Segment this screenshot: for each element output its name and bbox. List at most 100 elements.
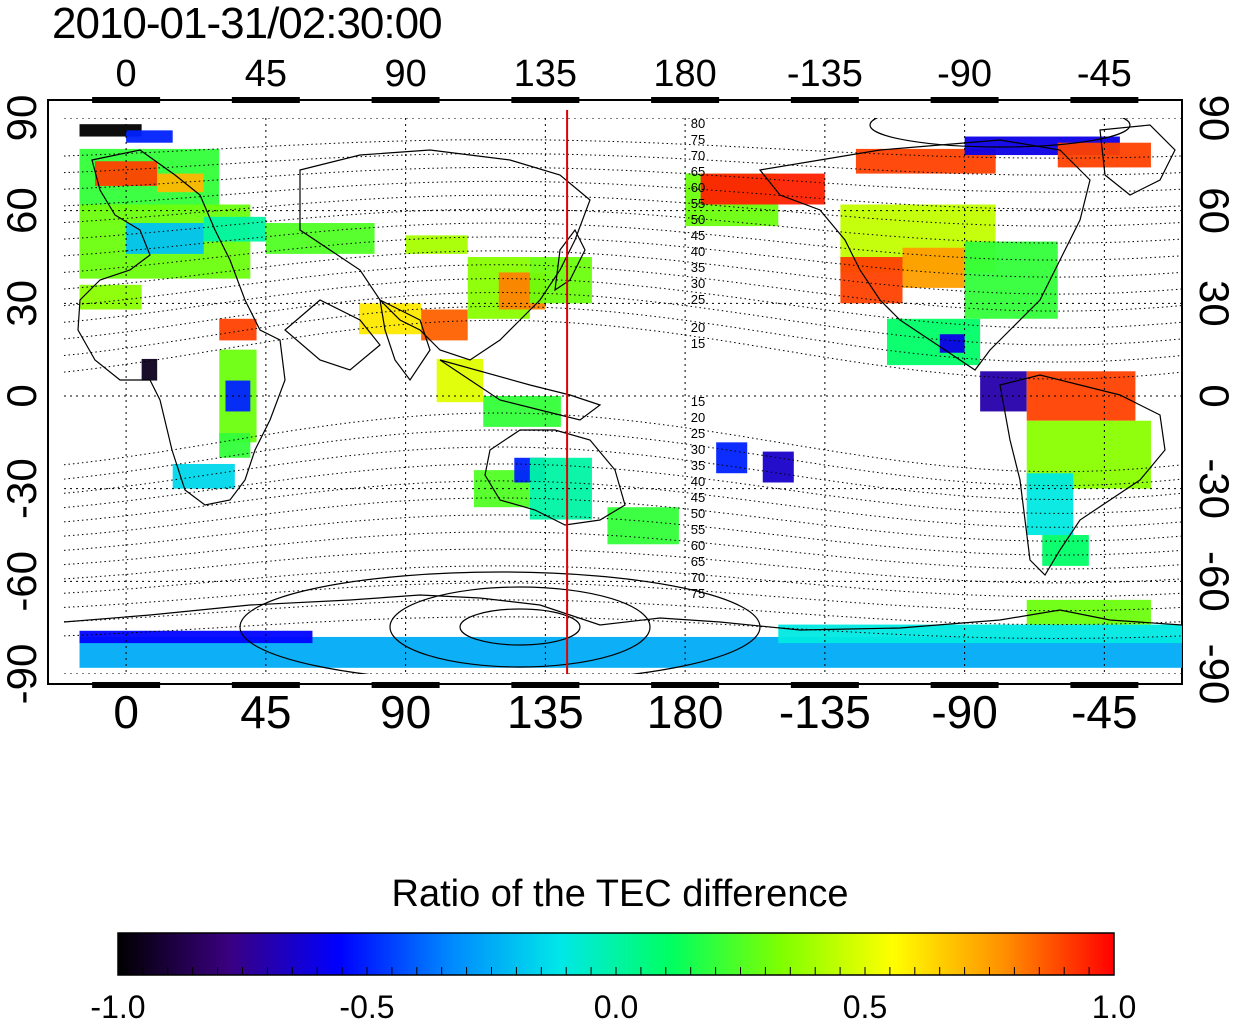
bottom-lon-tick-label: -90 [931, 686, 997, 738]
contour-label: 15 [691, 336, 705, 351]
right-lat-tick-label: 0 [1191, 384, 1238, 407]
contour-label: 40 [691, 244, 705, 259]
contour-label: 25 [691, 292, 705, 307]
right-lat-tick-label: 60 [1191, 187, 1238, 234]
contour-label: 60 [691, 538, 705, 553]
contour-label: 20 [691, 410, 705, 425]
bottom-lon-tick-label: -135 [779, 686, 871, 738]
axis-tick-mark [92, 97, 161, 103]
tec-cell [700, 173, 825, 205]
tec-cell [1026, 473, 1074, 535]
colorbar-ticks: -1.0 -0.5 0.0 0.5 1.0 [90, 967, 1136, 1024]
contour-label: 20 [691, 320, 705, 335]
colorbar-tick-label: -1.0 [90, 989, 145, 1024]
colorbar-tick-label: 0.0 [594, 989, 638, 1024]
right-lat-tick-label: -30 [1191, 458, 1238, 519]
tec-cell [840, 257, 903, 304]
top-lon-tick-label: -45 [1077, 53, 1132, 95]
right-lat-tick-label: 30 [1191, 280, 1238, 327]
greenland-coast [1099, 124, 1176, 196]
contour-label: 50 [691, 212, 705, 227]
magnetic-contour [64, 166, 1182, 193]
axis-tick-mark [790, 97, 859, 103]
australia-coast [484, 429, 626, 526]
arabia-coast [284, 299, 381, 371]
top-lon-tick-label: 45 [245, 53, 287, 95]
contour-label: 45 [691, 228, 705, 243]
contour-label: 60 [691, 180, 705, 195]
tec-cell [126, 223, 204, 254]
top-lon-tick-label: 90 [384, 53, 426, 95]
axis-tick-mark [930, 97, 999, 103]
contour-label: 25 [691, 426, 705, 441]
left-lat-tick-label: 0 [0, 384, 45, 407]
magnetic-contours [64, 118, 1182, 674]
axis-tick-mark [511, 682, 580, 688]
contour-label: 70 [691, 570, 705, 585]
tec-cell [157, 173, 204, 193]
magnetic-contour [64, 319, 1182, 380]
tec-cell [405, 235, 468, 254]
tec-cell [1042, 535, 1089, 566]
top-lon-tick-label: -135 [787, 53, 863, 95]
axis-tick-mark [651, 97, 720, 103]
tec-cell [265, 223, 375, 254]
right-lat-tick-label: 90 [1191, 95, 1238, 142]
right-lat-tick-label: -60 [1191, 551, 1238, 612]
left-lat-tick-label: 60 [0, 187, 45, 234]
tec-cell [483, 396, 561, 427]
axis-tick-mark [1070, 682, 1139, 688]
figure-title: 2010-01-31/02:30:00 [52, 0, 443, 48]
top-lon-tick-label: 0 [116, 53, 137, 95]
magnetic-contour [64, 152, 1182, 176]
left-latitude-labels: 90 60 30 0 -30 -60 -90 [0, 95, 45, 705]
antarctica-coast [64, 594, 1182, 631]
axis-tick-mark [651, 682, 720, 688]
contour-label: 30 [691, 442, 705, 457]
tec-cell [529, 257, 592, 304]
axis-tick-mark [930, 682, 999, 688]
axis-tick-mark [231, 682, 300, 688]
contour-label: 15 [691, 394, 705, 409]
tec-cell [79, 284, 142, 310]
asia-coast [299, 149, 591, 361]
tec-cell [79, 630, 313, 644]
bottom-lon-tick-label: 0 [113, 686, 139, 738]
tec-cell [141, 358, 158, 381]
magnetic-contour [64, 599, 1182, 626]
top-longitude-labels: 0 45 90 135 180 -135 -90 -45 [92, 53, 1139, 103]
magnetic-contour [64, 264, 1182, 312]
contour-label: 65 [691, 554, 705, 569]
tec-cell [359, 303, 422, 335]
top-lon-tick-label: -90 [937, 53, 992, 95]
bottom-lon-tick-label: 180 [647, 686, 724, 738]
contour-label: 35 [691, 260, 705, 275]
tec-cell [203, 216, 266, 242]
top-lon-tick-label: 180 [653, 53, 716, 95]
tec-cell [607, 507, 679, 545]
tec-cell [1026, 371, 1136, 421]
bottom-lon-tick-label: 90 [380, 686, 431, 738]
contour-label: 35 [691, 458, 705, 473]
contour-label: 70 [691, 148, 705, 163]
tec-cell [778, 624, 1182, 644]
japan-coast [554, 228, 586, 292]
contour-labels: 8075706560555045403530252015152025303540… [691, 116, 705, 601]
left-lat-tick-label: -90 [0, 644, 45, 705]
right-lat-tick-label: -90 [1191, 644, 1238, 705]
magnetic-contour [64, 616, 1182, 640]
left-lat-tick-label: -60 [0, 551, 45, 612]
magnetic-contour [64, 463, 1182, 514]
colorbar-label: Ratio of the TEC difference [391, 873, 849, 915]
contour-label: 50 [691, 506, 705, 521]
axis-tick-mark [371, 682, 440, 688]
tec-cell [225, 380, 251, 412]
tec-cell [716, 442, 748, 474]
axis-tick-mark [371, 97, 440, 103]
tec-cell [964, 241, 1058, 319]
contour-label: 65 [691, 164, 705, 179]
tec-cell [126, 130, 173, 143]
top-lon-tick-label: 135 [514, 53, 577, 95]
magnetic-pole-contour [869, 118, 1131, 148]
